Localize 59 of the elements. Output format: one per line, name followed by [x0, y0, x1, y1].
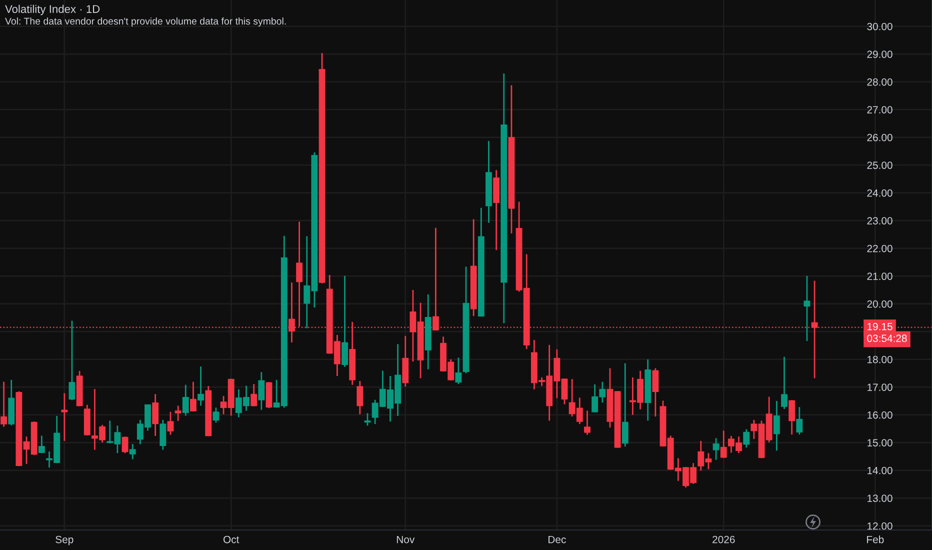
- candlestick: [68, 320, 76, 401]
- candlestick: [38, 434, 45, 454]
- candlestick: [167, 411, 174, 436]
- y-tick-label: 21.00: [867, 272, 892, 280]
- candlestick: [773, 400, 780, 452]
- y-tick-label: 12.00: [868, 522, 892, 530]
- candlestick: [258, 371, 265, 411]
- y-tick-label: 25.00: [867, 162, 892, 169]
- x-tick-label: 2026: [712, 536, 735, 544]
- y-tick-label: 16.00: [868, 411, 892, 419]
- y-tick-label: 13.00: [868, 494, 892, 502]
- y-tick-label: 15.00: [868, 439, 892, 446]
- y-tick-label: 23.00: [867, 217, 892, 224]
- y-tick-label: 27.00: [867, 106, 892, 114]
- x-tick-label: Oct: [223, 536, 240, 544]
- candlestick: [342, 275, 348, 368]
- candlestick: [720, 430, 727, 459]
- y-tick-label: 14.00: [868, 466, 892, 474]
- candlestick: [174, 404, 182, 422]
- candlestick: [743, 428, 750, 448]
- candlestick: [212, 406, 220, 424]
- candlestick: [0, 381, 8, 428]
- y-tick-label: 17.00: [868, 384, 892, 391]
- y-tick-label: 22.00: [867, 244, 892, 252]
- candlestick: [61, 392, 68, 442]
- y-tick-label: 18.00: [868, 356, 892, 364]
- candlestick: [182, 384, 189, 416]
- y-tick-label: 28.00: [867, 78, 892, 86]
- chart-title: Volatility Index · 1D: [5, 4, 100, 16]
- candlestick: [356, 380, 364, 415]
- candlestick: [788, 399, 796, 436]
- ref-line-label: 19.15: [868, 322, 892, 330]
- candlestick: [250, 383, 258, 407]
- text: Vol: The data vendor doesn't provide volume data for this symbol.: [5, 17, 286, 27]
- candlestick: [364, 412, 371, 426]
- candlestick: [622, 362, 628, 448]
- y-tick-label: 29.00: [867, 50, 892, 58]
- candlestick: [652, 368, 659, 418]
- y-tick-label: 20.00: [867, 300, 892, 308]
- x-tick-label: Sep: [56, 536, 74, 546]
- candlestick: [122, 436, 128, 454]
- candlestick: [781, 356, 788, 410]
- candlestick: [160, 419, 166, 450]
- y-tick-label: 30.00: [867, 22, 892, 30]
- y-tick-label: 26.00: [867, 134, 892, 142]
- annotation: 03:54:28: [867, 334, 907, 342]
- candlestick: [455, 356, 462, 385]
- candlestick: [712, 437, 720, 460]
- candlestick: [584, 410, 590, 436]
- x-tick-label: Feb: [867, 536, 884, 544]
- x-tick-label: Dec: [548, 536, 566, 544]
- candlestick: [198, 366, 204, 406]
- candlestick: [190, 381, 196, 412]
- x-tick-label: Nov: [396, 536, 415, 544]
- candlestick: [129, 443, 136, 460]
- y-tick-label: 24.00: [867, 189, 892, 197]
- candlestick: [804, 275, 810, 342]
- candlestick: [152, 393, 159, 437]
- candlestick: [796, 406, 803, 436]
